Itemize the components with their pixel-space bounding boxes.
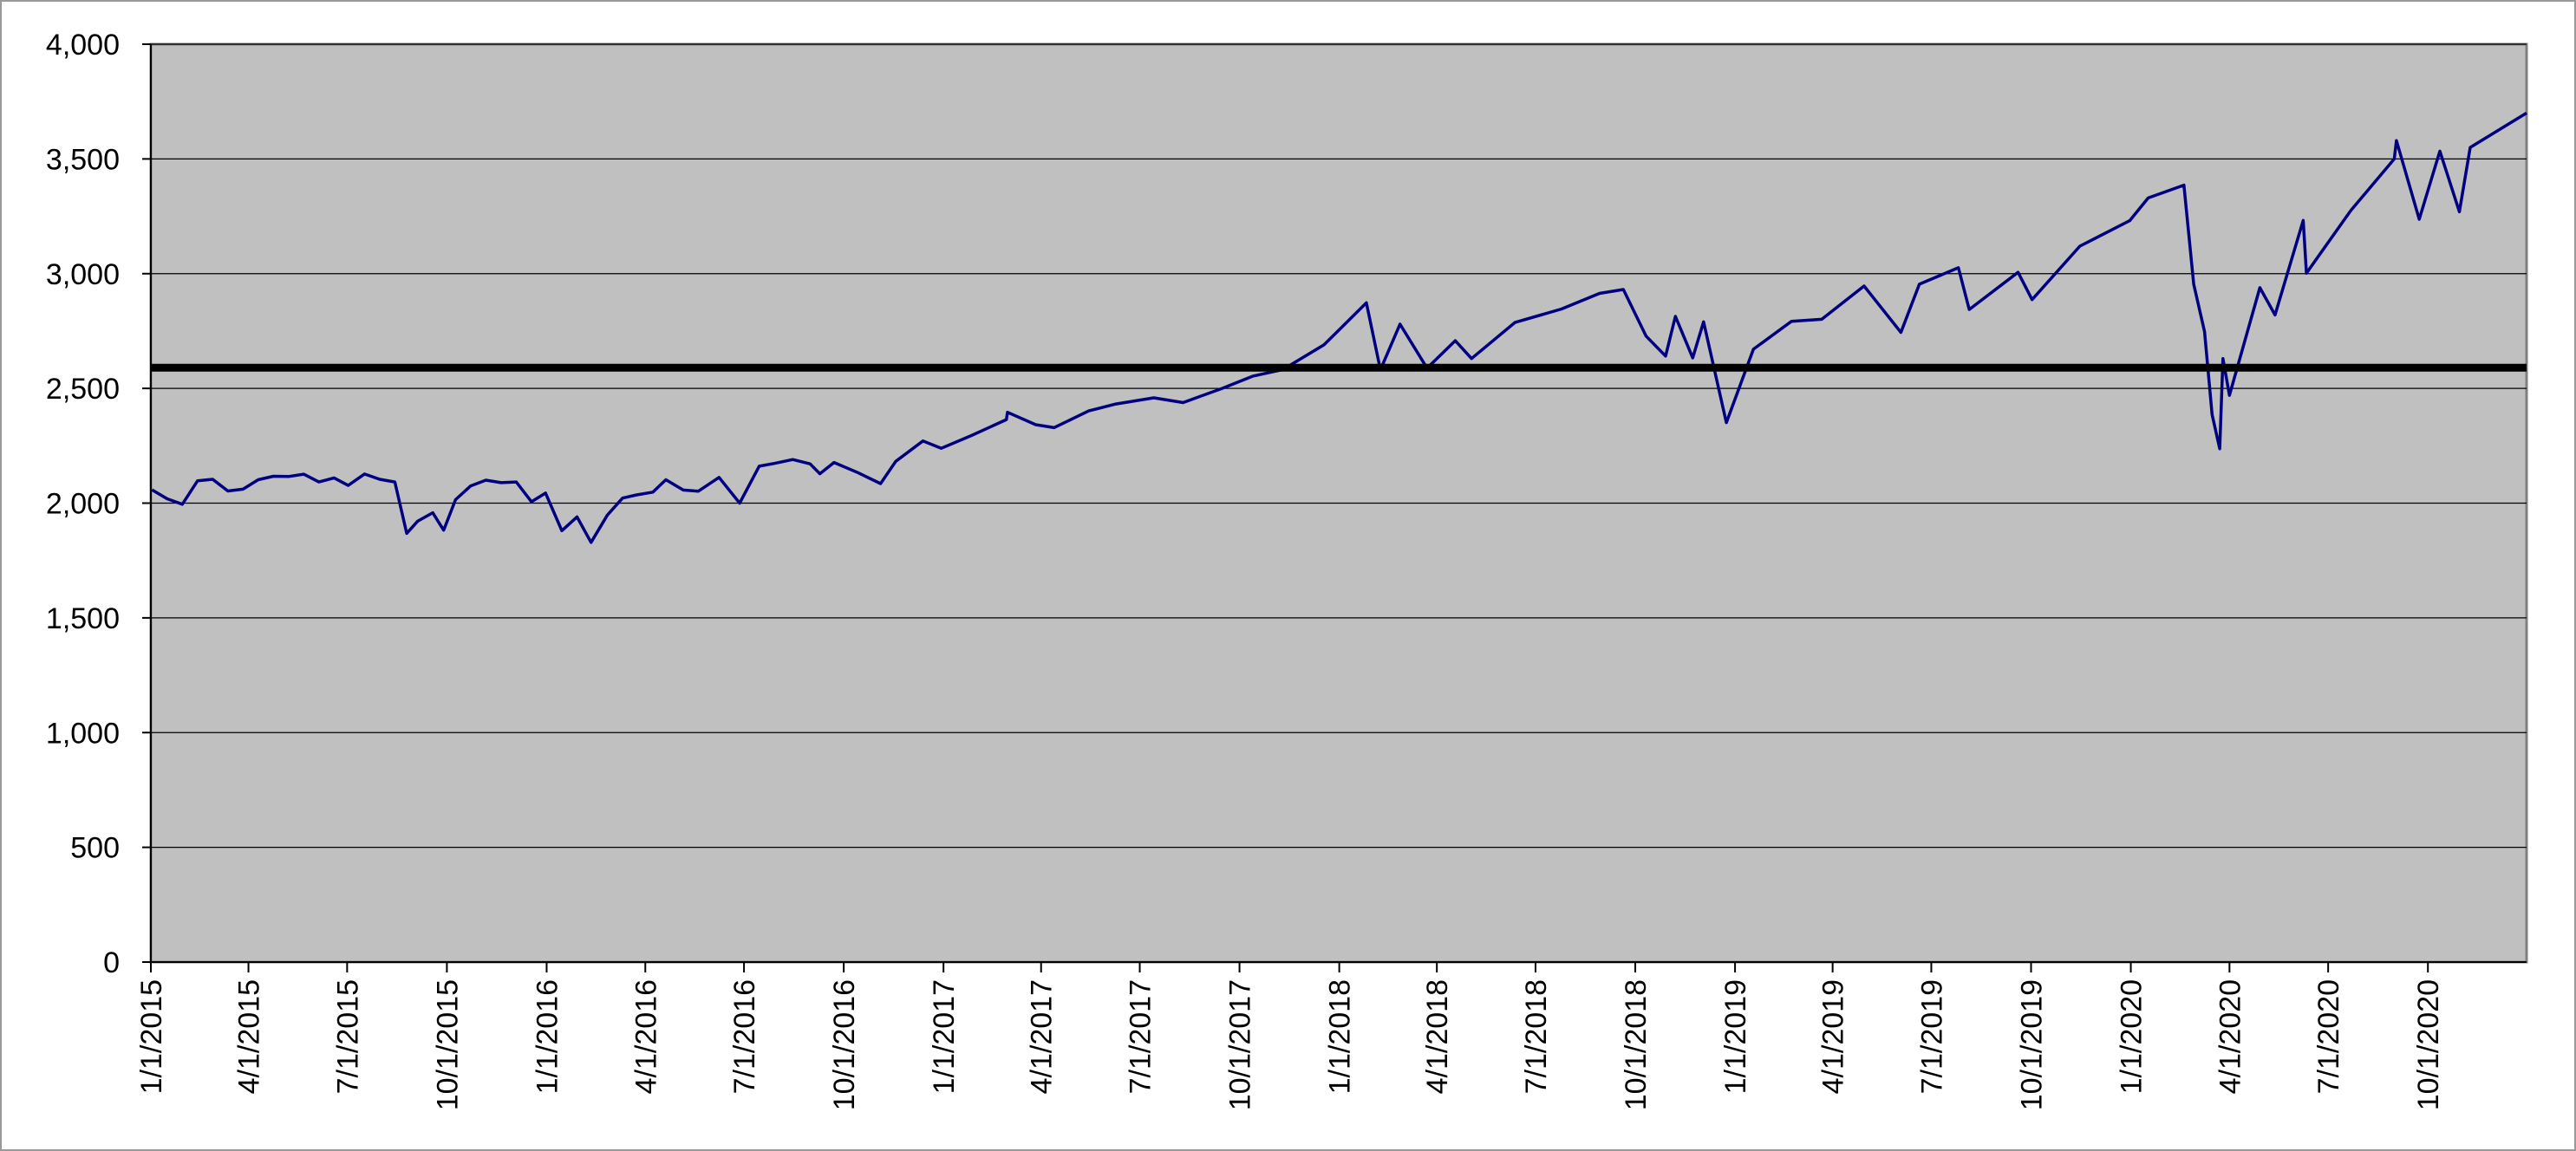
y-tick-label: 1,000 xyxy=(46,717,120,750)
y-tick-label: 3,500 xyxy=(46,143,120,176)
data-line xyxy=(151,111,2527,544)
x-tick-label: 10/1/2019 xyxy=(2015,979,2048,1110)
x-tick-label: 10/1/2018 xyxy=(1620,979,1653,1110)
x-tick-label: 4/1/2020 xyxy=(2214,979,2247,1094)
y-tick-label: 3,000 xyxy=(46,258,120,291)
x-tick-label: 10/1/2017 xyxy=(1224,979,1257,1110)
x-tick-label: 1/1/2019 xyxy=(1719,979,1752,1094)
x-tick-label: 1/1/2017 xyxy=(928,979,961,1094)
y-tick-label: 0 xyxy=(103,946,120,979)
x-tick-label: 1/1/2015 xyxy=(135,979,168,1094)
x-tick-label: 7/1/2018 xyxy=(1520,979,1553,1094)
x-tick-label: 4/1/2019 xyxy=(1817,979,1850,1094)
y-tick-label: 500 xyxy=(70,832,120,865)
x-tick-label: 7/1/2015 xyxy=(331,979,364,1094)
x-tick-label: 7/1/2017 xyxy=(1125,979,1158,1094)
x-tick-label: 7/1/2020 xyxy=(2312,979,2345,1094)
y-tick-label: 2,500 xyxy=(46,373,120,406)
y-tick-label: 4,000 xyxy=(46,29,120,62)
x-tick-label: 10/1/2020 xyxy=(2412,979,2445,1110)
y-tick-label: 2,000 xyxy=(46,488,120,521)
x-tick-label: 4/1/2018 xyxy=(1421,979,1454,1094)
x-tick-label: 10/1/2015 xyxy=(431,979,464,1110)
x-tick-label: 1/1/2020 xyxy=(2116,979,2149,1094)
x-tick-label: 10/1/2016 xyxy=(828,979,861,1110)
y-tick-label: 1,500 xyxy=(46,602,120,635)
x-tick-label: 1/1/2016 xyxy=(531,979,564,1094)
x-tick-label: 4/1/2015 xyxy=(233,979,266,1094)
x-tick-label: 4/1/2016 xyxy=(629,979,662,1094)
x-tick-label: 4/1/2017 xyxy=(1026,979,1059,1094)
x-tick-label: 1/1/2018 xyxy=(1324,979,1357,1094)
x-tick-label: 7/1/2016 xyxy=(728,979,761,1094)
x-tick-label: 7/1/2019 xyxy=(1915,979,1948,1094)
